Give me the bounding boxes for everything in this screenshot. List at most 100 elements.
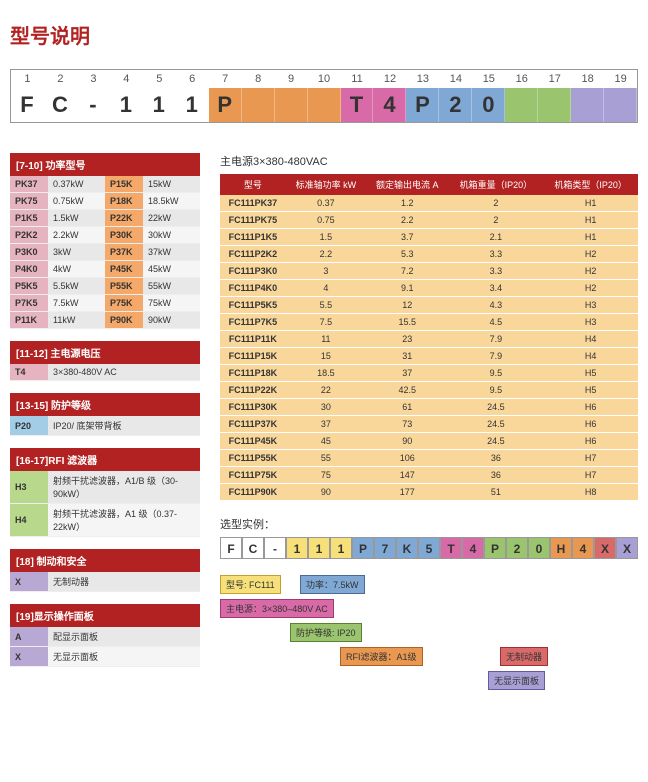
cell: FC111P18K (220, 365, 286, 382)
pos-num: 6 (176, 70, 209, 88)
ex-cell: 5 (418, 537, 440, 559)
cell: FC111P3K0 (220, 263, 286, 280)
cell: 5.5 (286, 297, 366, 314)
cell: H2 (543, 280, 638, 297)
cell: 2 (449, 195, 544, 212)
cell: 61 (366, 399, 449, 416)
val: 11kW (48, 312, 105, 329)
val: 无制动器 (48, 572, 200, 592)
code-cell: 0 (472, 88, 505, 122)
sec-710: [7-10] 功率型号 PK370.37kWP15K15kWPK750.75kW… (10, 153, 200, 329)
table-row: FC111P75K7514736H7 (220, 467, 638, 484)
sec-19: [19]显示操作面板 A配显示面板X无显示面板 (10, 604, 200, 667)
code-cell: 4 (373, 88, 406, 122)
cell: FC111P30K (220, 399, 286, 416)
sec-hdr: [11-12] 主电源电压 (10, 341, 200, 364)
cell: 55 (286, 450, 366, 467)
cell: 2.2 (366, 212, 449, 229)
code: H4 (10, 504, 48, 537)
tag: 无制动器 (500, 647, 548, 666)
val: 射频干扰滤波器，A1 级（0.37-22kW） (48, 504, 200, 537)
cell: 2.1 (449, 229, 544, 246)
cell: FC111P22K (220, 382, 286, 399)
val: 18.5kW (143, 193, 200, 210)
code-cell: 2 (439, 88, 472, 122)
ex-cell: 1 (330, 537, 352, 559)
table-row: FC111P11K11237.9H4 (220, 331, 638, 348)
cell: H5 (543, 365, 638, 382)
ex-cell: 4 (572, 537, 594, 559)
val: 7.5kW (48, 295, 105, 312)
cell: 7.2 (366, 263, 449, 280)
code: P30K (105, 227, 143, 244)
cell: 11 (286, 331, 366, 348)
pos-num: 11 (341, 70, 374, 88)
code-cell: - (77, 88, 110, 122)
sec-1315: [13-15] 防护等级 P20IP20/ 底架带背板 (10, 393, 200, 436)
code-cell (571, 88, 604, 122)
pos-num: 10 (308, 70, 341, 88)
table-row: FC111P18K18.5379.5H5 (220, 365, 638, 382)
sec-hdr: [7-10] 功率型号 (10, 153, 200, 176)
cell: 73 (366, 416, 449, 433)
col-hdr: 型号 (220, 174, 286, 195)
cell: 7.9 (449, 348, 544, 365)
cell: 15 (286, 348, 366, 365)
table-row: FC111P22K2242.59.5H5 (220, 382, 638, 399)
cell: H1 (543, 195, 638, 212)
cell: 18.5 (286, 365, 366, 382)
cell: H7 (543, 450, 638, 467)
tag: 功率：7.5kW (300, 575, 365, 594)
cell: 3.4 (449, 280, 544, 297)
pos-num: 9 (275, 70, 308, 88)
cell: FC111P7K5 (220, 314, 286, 331)
example-row: FC-111P7K5T4P20H4XX (220, 537, 638, 559)
code: PK37 (10, 176, 48, 193)
code-cell (308, 88, 341, 122)
col-hdr: 机箱类型（IP20） (543, 174, 638, 195)
code-cell (505, 88, 538, 122)
cell: H5 (543, 382, 638, 399)
cell: H4 (543, 331, 638, 348)
code: P1K5 (10, 210, 48, 227)
cell: 4.3 (449, 297, 544, 314)
cell: H6 (543, 433, 638, 450)
cell: H6 (543, 416, 638, 433)
code: X (10, 647, 48, 667)
val: 4kW (48, 261, 105, 278)
cell: FC111P5K5 (220, 297, 286, 314)
sec-hdr: [18] 制动和安全 (10, 549, 200, 572)
table-row: FC111P5K55.5124.3H3 (220, 297, 638, 314)
cell: 31 (366, 348, 449, 365)
val: 22kW (143, 210, 200, 227)
code-cell (604, 88, 637, 122)
col-hdr: 机箱重量（IP20） (449, 174, 544, 195)
code-cell (242, 88, 275, 122)
val: 75kW (143, 295, 200, 312)
ex-cell: 0 (528, 537, 550, 559)
cell: H8 (543, 484, 638, 501)
cell: 37 (366, 365, 449, 382)
ex-cell: 1 (308, 537, 330, 559)
tag: 型号: FC111 (220, 575, 281, 594)
val: 射频干扰滤波器，A1/B 级（30-90kW） (48, 471, 200, 504)
tag: 无显示面板 (488, 671, 545, 690)
cell: 3.7 (366, 229, 449, 246)
tag: 主电源：3×380–480V AC (220, 599, 334, 618)
cell: FC111P11K (220, 331, 286, 348)
ex-cell: X (594, 537, 616, 559)
cell: 7.5 (286, 314, 366, 331)
code-cell: 1 (110, 88, 143, 122)
cell: 36 (449, 467, 544, 484)
sec-hdr: [13-15] 防护等级 (10, 393, 200, 416)
code: X (10, 572, 48, 592)
cell: 1.5 (286, 229, 366, 246)
sec-hdr: [19]显示操作面板 (10, 604, 200, 627)
ex-cell: H (550, 537, 572, 559)
code-bar: 12345678910111213141516171819 FC-111PT4P… (10, 69, 638, 123)
code-cell: 1 (176, 88, 209, 122)
code: P7K5 (10, 295, 48, 312)
cell: 12 (366, 297, 449, 314)
cell: 3.3 (449, 246, 544, 263)
cell: 24.5 (449, 416, 544, 433)
